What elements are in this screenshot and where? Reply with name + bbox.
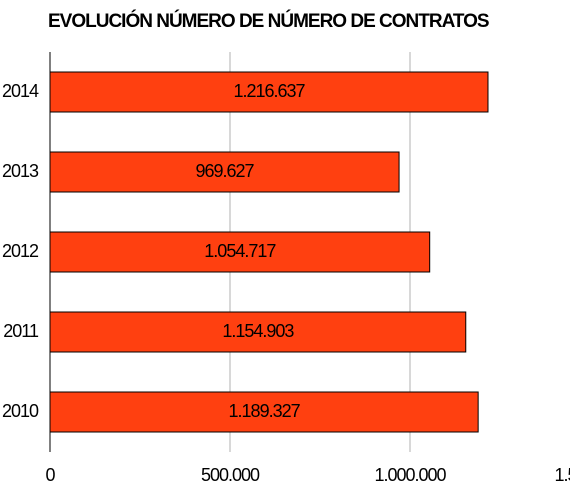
x-tick-label: 1.000.000 <box>374 465 446 485</box>
x-tick-label: 0 <box>45 465 55 485</box>
bar <box>49 231 431 273</box>
value-label: 1.154.903 <box>222 321 294 341</box>
value-label: 1.216.637 <box>233 81 305 101</box>
y-tick-label: 2012 <box>2 241 39 261</box>
y-tick-label: 2011 <box>3 321 39 341</box>
bar <box>49 311 467 353</box>
chart-title: EVOLUCIÓN NÚMERO DE NÚMERO DE CONTRATOS <box>48 10 489 32</box>
x-tick-label: 500.000 <box>201 465 260 485</box>
y-tick-label: 2014 <box>2 81 39 101</box>
value-label: 1.054.717 <box>204 241 276 261</box>
value-label: 1.189.327 <box>229 401 301 421</box>
bar <box>49 391 479 433</box>
x-tick-label: 1.500.000 <box>554 465 570 485</box>
value-label: 969.627 <box>195 161 254 181</box>
y-tick-label: 2013 <box>2 161 39 181</box>
bar <box>49 151 400 193</box>
y-tick-label: 2010 <box>2 401 39 421</box>
bar <box>49 71 489 113</box>
